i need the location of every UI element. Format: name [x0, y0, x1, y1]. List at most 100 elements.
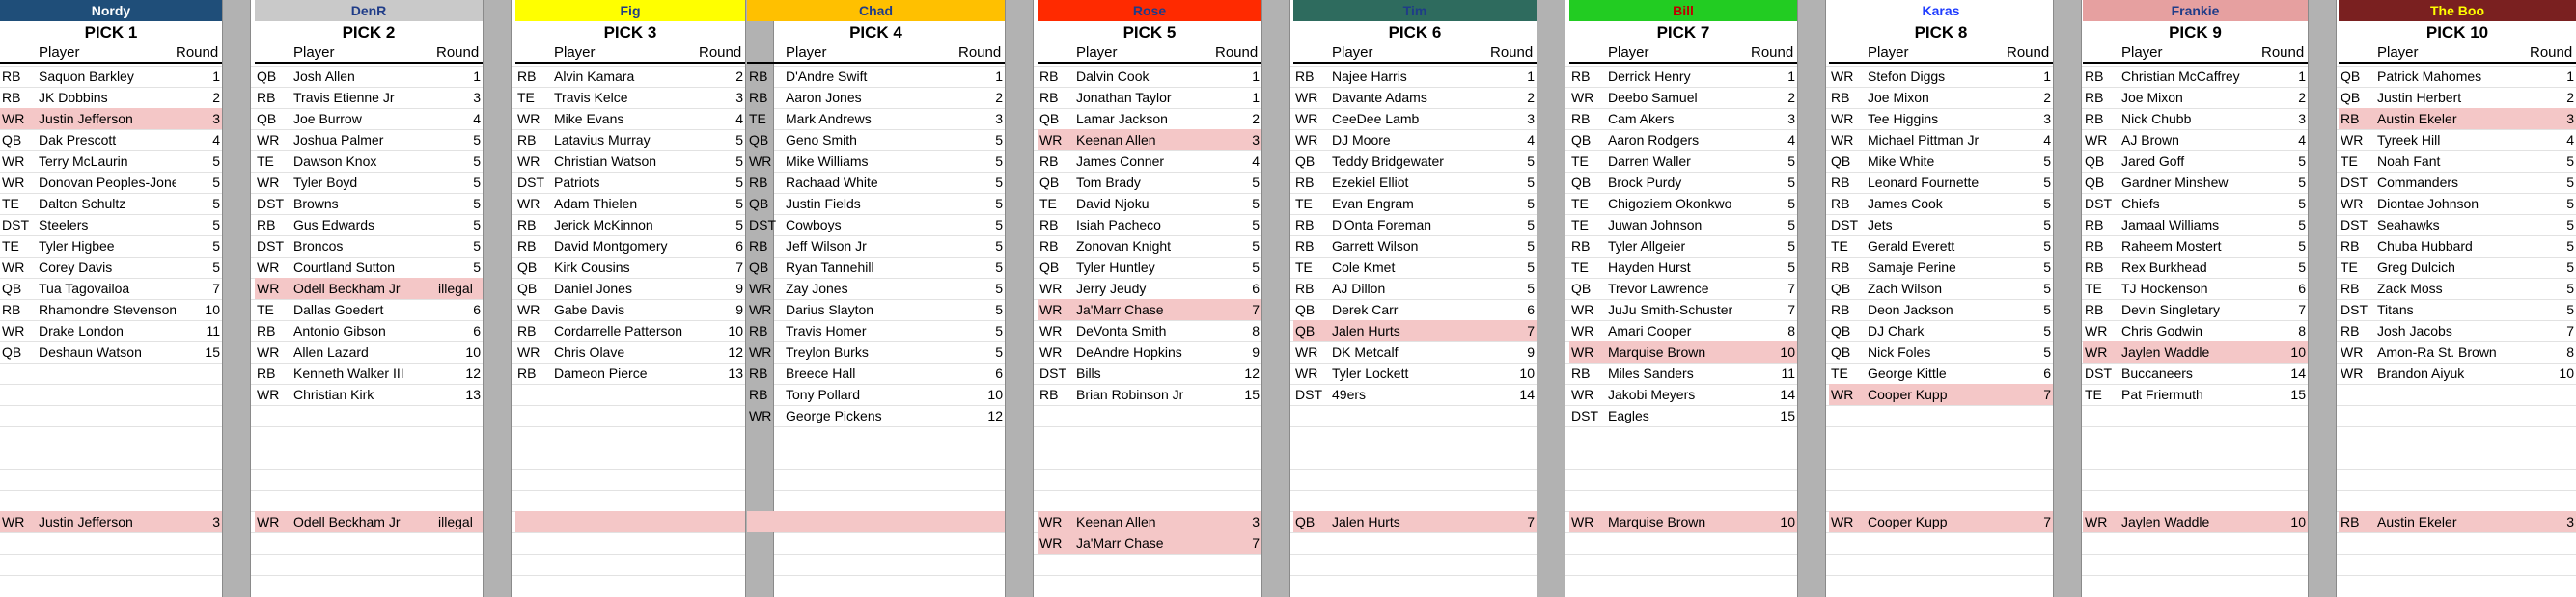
- player-cell[interactable]: DeVonta Smith: [1076, 323, 1167, 339]
- player-cell[interactable]: Nick Chubb: [2121, 111, 2192, 126]
- player-cell[interactable]: Pat Friermuth: [2121, 387, 2203, 402]
- player-cell[interactable]: Keenan Allen: [1076, 132, 1156, 148]
- round-cell[interactable]: 5: [735, 175, 743, 190]
- player-cell[interactable]: Daniel Jones: [554, 281, 632, 296]
- player-cell[interactable]: Tony Pollard: [786, 387, 861, 402]
- round-cell[interactable]: 10: [205, 302, 220, 317]
- round-cell[interactable]: 5: [1787, 259, 1795, 275]
- table-row[interactable]: [1038, 129, 1261, 150]
- player-cell[interactable]: James Conner: [1076, 153, 1165, 169]
- round-cell[interactable]: 15: [1244, 387, 1260, 402]
- position-cell[interactable]: TE: [1831, 238, 1848, 254]
- round-cell[interactable]: 5: [212, 196, 220, 211]
- position-cell[interactable]: WR: [2341, 196, 2364, 211]
- team-owner-header[interactable]: Karas: [1829, 0, 2053, 21]
- round-cell[interactable]: 2: [1787, 90, 1795, 105]
- player-cell[interactable]: Cam Akers: [1608, 111, 1675, 126]
- player-cell[interactable]: Aaron Rodgers: [1608, 132, 1700, 148]
- player-cell[interactable]: Rex Burkhead: [2121, 259, 2207, 275]
- player-cell[interactable]: Drake London: [39, 323, 124, 339]
- player-cell[interactable]: Rachaad White: [786, 175, 878, 190]
- player-cell[interactable]: Travis Homer: [786, 323, 867, 339]
- position-cell[interactable]: QB: [517, 281, 538, 296]
- round-cell[interactable]: 9: [735, 302, 743, 317]
- keeper-row[interactable]: [2083, 511, 2308, 532]
- player-cell[interactable]: Titans: [2377, 302, 2414, 317]
- player-cell[interactable]: Jonathan Taylor: [1076, 90, 1172, 105]
- position-cell[interactable]: WR: [257, 344, 280, 360]
- round-cell[interactable]: 13: [728, 366, 743, 381]
- player-cell[interactable]: Terry McLaurin: [39, 153, 128, 169]
- player-cell[interactable]: Tyler Allgeier: [1608, 238, 1686, 254]
- position-cell[interactable]: DST: [1571, 408, 1598, 423]
- keeper-player-cell[interactable]: Austin Ekeler: [2377, 514, 2457, 529]
- position-cell[interactable]: RB: [749, 175, 768, 190]
- position-cell[interactable]: WR: [1571, 323, 1594, 339]
- position-cell[interactable]: RB: [1831, 302, 1850, 317]
- round-cell[interactable]: 10: [2290, 344, 2306, 360]
- round-cell[interactable]: 1: [1787, 68, 1795, 84]
- player-cell[interactable]: DJ Moore: [1332, 132, 1391, 148]
- round-cell[interactable]: 5: [1527, 217, 1535, 232]
- position-cell[interactable]: TE: [1571, 196, 1589, 211]
- position-cell[interactable]: RB: [1295, 68, 1315, 84]
- position-cell[interactable]: RB: [1571, 111, 1591, 126]
- round-cell[interactable]: 3: [212, 111, 220, 126]
- position-cell[interactable]: DST: [2085, 366, 2112, 381]
- player-cell[interactable]: CeeDee Lamb: [1332, 111, 1420, 126]
- player-cell[interactable]: Patrick Mahomes: [2377, 68, 2482, 84]
- round-cell[interactable]: 7: [1527, 323, 1535, 339]
- round-cell[interactable]: 5: [1252, 217, 1260, 232]
- round-cell[interactable]: 5: [2043, 302, 2051, 317]
- keeper-position-cell[interactable]: WR: [1571, 514, 1594, 529]
- player-cell[interactable]: Chigoziem Okonkwo: [1608, 196, 1732, 211]
- keeper-position-cell[interactable]: WR: [1039, 514, 1063, 529]
- keeper-row[interactable]: [747, 511, 1005, 532]
- position-cell[interactable]: WR: [2, 323, 25, 339]
- player-cell[interactable]: Joe Mixon: [2121, 90, 2183, 105]
- position-cell[interactable]: QB: [1831, 344, 1851, 360]
- team-owner-header[interactable]: Chad: [747, 0, 1005, 21]
- player-cell[interactable]: George Kittle: [1868, 366, 1947, 381]
- round-cell[interactable]: 4: [2566, 132, 2574, 148]
- round-cell[interactable]: 5: [995, 259, 1003, 275]
- round-cell[interactable]: 5: [1252, 238, 1260, 254]
- position-cell[interactable]: RB: [1571, 68, 1591, 84]
- player-cell[interactable]: Buccaneers: [2121, 366, 2193, 381]
- player-cell[interactable]: Dallas Goedert: [293, 302, 384, 317]
- round-cell[interactable]: 14: [1519, 387, 1535, 402]
- position-cell[interactable]: RB: [1039, 90, 1059, 105]
- round-cell[interactable]: 3: [2566, 111, 2574, 126]
- round-cell[interactable]: 7: [1787, 302, 1795, 317]
- player-cell[interactable]: Austin Ekeler: [2377, 111, 2457, 126]
- round-cell[interactable]: 10: [465, 344, 481, 360]
- player-cell[interactable]: Noah Fant: [2377, 153, 2441, 169]
- player-cell[interactable]: Aaron Jones: [786, 90, 862, 105]
- player-cell[interactable]: Justin Herbert: [2377, 90, 2462, 105]
- player-cell[interactable]: AJ Dillon: [1332, 281, 1386, 296]
- table-row[interactable]: [1829, 384, 2053, 405]
- position-cell[interactable]: RB: [517, 68, 537, 84]
- player-cell[interactable]: Mike Evans: [554, 111, 624, 126]
- keeper-position-cell[interactable]: WR: [257, 514, 280, 529]
- round-cell[interactable]: 5: [2566, 238, 2574, 254]
- player-cell[interactable]: Gabe Davis: [554, 302, 625, 317]
- keeper-row[interactable]: [1038, 511, 1261, 532]
- player-cell[interactable]: Cole Kmet: [1332, 259, 1396, 275]
- player-cell[interactable]: James Cook: [1868, 196, 1943, 211]
- player-cell[interactable]: Kirk Cousins: [554, 259, 630, 275]
- player-cell[interactable]: Nick Foles: [1868, 344, 1931, 360]
- player-cell[interactable]: Christian McCaffrey: [2121, 68, 2240, 84]
- position-cell[interactable]: TE: [257, 153, 274, 169]
- player-cell[interactable]: AJ Brown: [2121, 132, 2179, 148]
- round-cell[interactable]: 5: [1527, 175, 1535, 190]
- player-cell[interactable]: Devin Singletary: [2121, 302, 2220, 317]
- position-cell[interactable]: WR: [517, 111, 540, 126]
- player-cell[interactable]: Ezekiel Elliot: [1332, 175, 1409, 190]
- position-cell[interactable]: TE: [517, 90, 535, 105]
- player-cell[interactable]: Patriots: [554, 175, 600, 190]
- round-cell[interactable]: 12: [465, 366, 481, 381]
- player-cell[interactable]: Jaylen Waddle: [2121, 344, 2210, 360]
- keeper-position-cell[interactable]: WR: [2085, 514, 2108, 529]
- keeper-player-cell[interactable]: Ja'Marr Chase: [1076, 535, 1164, 551]
